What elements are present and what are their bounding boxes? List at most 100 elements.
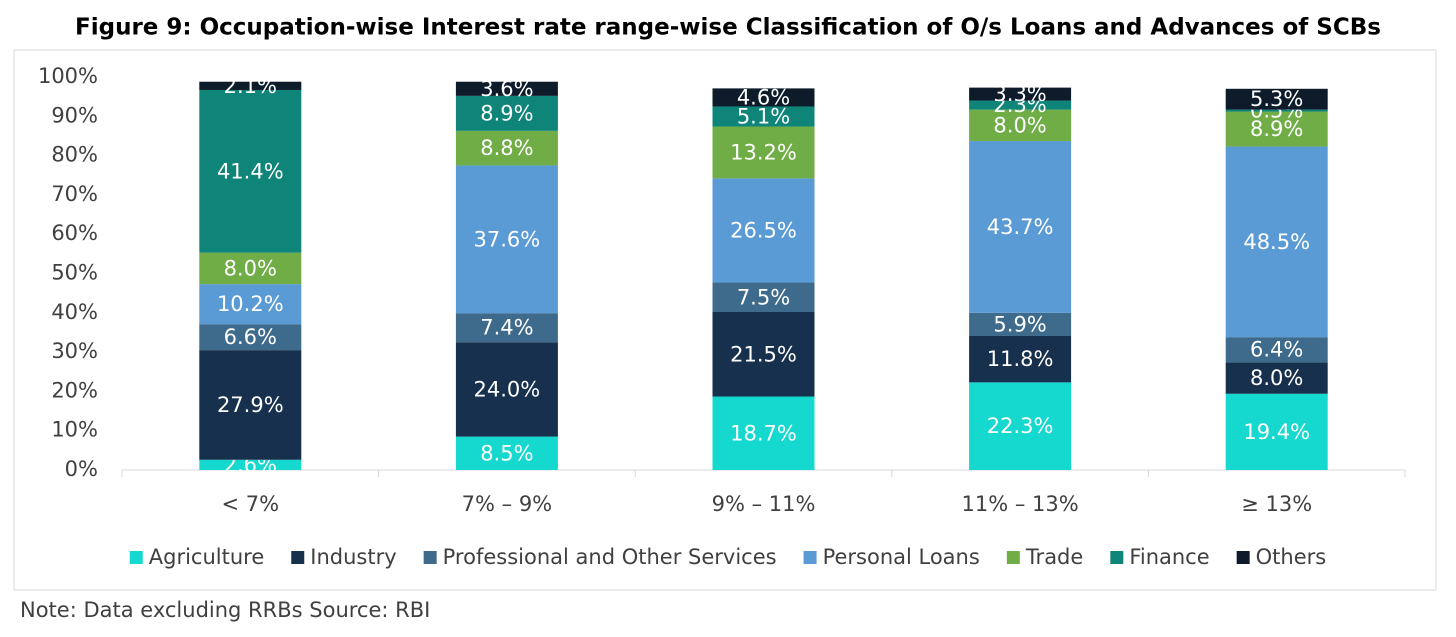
data-label: 37.6% xyxy=(474,227,541,251)
legend-swatch xyxy=(803,551,817,564)
legend-label: Industry xyxy=(310,545,396,569)
data-label: 24.0% xyxy=(474,377,541,401)
x-tick-label: < 7% xyxy=(222,492,280,516)
x-tick-label: 11% – 13% xyxy=(961,492,1078,516)
data-label: 41.4% xyxy=(217,159,284,183)
legend-label: Others xyxy=(1256,545,1327,569)
data-label: 8.0% xyxy=(224,256,277,280)
legend-swatch xyxy=(1110,551,1124,564)
data-label: 11.8% xyxy=(987,347,1054,371)
data-label: 5.1% xyxy=(737,104,790,128)
bar-segment xyxy=(712,396,815,470)
bar-segment xyxy=(455,95,558,131)
data-label: 48.5% xyxy=(1243,230,1310,254)
bar-segment xyxy=(199,459,302,470)
data-label: 26.5% xyxy=(730,218,797,242)
bar-segment xyxy=(1225,88,1328,110)
bar-segment xyxy=(1225,109,1328,112)
legend-label: Trade xyxy=(1025,545,1084,569)
y-tick-label: 40% xyxy=(51,300,98,324)
bar-segment xyxy=(455,165,558,314)
data-label: 4.6% xyxy=(737,85,790,109)
data-label: 8.5% xyxy=(480,441,533,465)
data-label: 3.3% xyxy=(993,82,1046,106)
y-tick-label: 100% xyxy=(38,64,98,88)
x-tick-label: ≥ 13% xyxy=(1241,492,1312,516)
data-label: 43.7% xyxy=(987,215,1054,239)
y-tick-label: 0% xyxy=(65,457,98,481)
bar-segment xyxy=(969,312,1072,336)
bar-segment xyxy=(455,436,558,470)
data-label: 8.0% xyxy=(993,113,1046,137)
bar-segment xyxy=(969,87,1072,101)
bar-segment xyxy=(1225,146,1328,338)
bar-segment xyxy=(455,313,558,343)
bar-segment xyxy=(969,335,1072,383)
legend-label: Professional and Other Services xyxy=(443,545,777,569)
data-label: 6.4% xyxy=(1250,338,1303,362)
bar-segment xyxy=(969,100,1072,110)
y-tick-label: 50% xyxy=(51,261,98,285)
y-tick-label: 90% xyxy=(51,103,98,127)
data-label: 21.5% xyxy=(730,342,797,366)
y-tick-label: 10% xyxy=(51,418,98,442)
bar-segment xyxy=(712,88,815,107)
bar-segment xyxy=(969,109,1072,142)
bar-segment xyxy=(199,81,302,90)
bar-segment xyxy=(712,106,815,127)
chart-title: Figure 9: Occupation-wise Interest rate … xyxy=(75,15,1381,41)
bar-segment xyxy=(712,312,815,397)
y-tick-label: 60% xyxy=(51,221,98,245)
bar-segment xyxy=(969,382,1072,470)
legend-label: Finance xyxy=(1129,545,1209,569)
x-tick-label: 7% – 9% xyxy=(462,492,552,516)
data-label: 7.4% xyxy=(480,316,533,340)
bar-segment xyxy=(455,81,558,96)
data-label: 8.9% xyxy=(480,101,533,125)
bar-segment xyxy=(712,282,815,313)
bar-segment xyxy=(712,126,815,179)
legend-swatch xyxy=(291,551,305,564)
y-tick-label: 30% xyxy=(51,339,98,363)
bar-segment xyxy=(199,252,302,285)
bar-segment xyxy=(199,89,302,253)
legend-swatch xyxy=(129,551,143,564)
data-label: 22.3% xyxy=(987,414,1054,438)
data-label: 13.2% xyxy=(730,140,797,164)
bar-segment xyxy=(1225,362,1328,394)
bar-segment xyxy=(199,350,302,460)
bar-segment xyxy=(1225,111,1328,147)
data-label: 19.4% xyxy=(1243,420,1310,444)
bar-segment xyxy=(1225,393,1328,470)
legend-swatch xyxy=(1236,551,1250,564)
data-label: 5.9% xyxy=(993,312,1046,336)
data-label: 8.9% xyxy=(1250,117,1303,141)
bar-segment xyxy=(199,284,302,325)
chart-border xyxy=(13,49,1437,591)
bar-segment xyxy=(712,178,815,283)
note: Note: Data excluding RRBs Source: RBI xyxy=(20,598,430,622)
data-label: 10.2% xyxy=(217,292,284,316)
y-tick-label: 20% xyxy=(51,378,98,402)
data-label: 5.3% xyxy=(1250,87,1303,111)
data-label: 7.5% xyxy=(737,285,790,309)
data-label: 8.0% xyxy=(1250,366,1303,390)
data-label: 8.8% xyxy=(480,136,533,160)
bar-segment xyxy=(199,324,302,351)
legend-swatch xyxy=(1006,551,1020,564)
legend-label: Personal Loans xyxy=(823,545,980,569)
data-label: 27.9% xyxy=(217,393,284,417)
bar-segment xyxy=(455,130,558,166)
y-tick-label: 70% xyxy=(51,182,98,206)
data-label: 18.7% xyxy=(730,421,797,445)
legend-swatch xyxy=(423,551,437,564)
data-label: 6.6% xyxy=(224,325,277,349)
legend-label: Agriculture xyxy=(149,545,265,569)
bar-segment xyxy=(969,141,1072,313)
data-label: 2.1% xyxy=(224,74,277,98)
x-tick-label: 9% – 11% xyxy=(712,492,816,516)
data-label: 3.6% xyxy=(480,77,533,101)
y-tick-label: 80% xyxy=(51,143,98,167)
bar-segment xyxy=(1225,337,1328,363)
